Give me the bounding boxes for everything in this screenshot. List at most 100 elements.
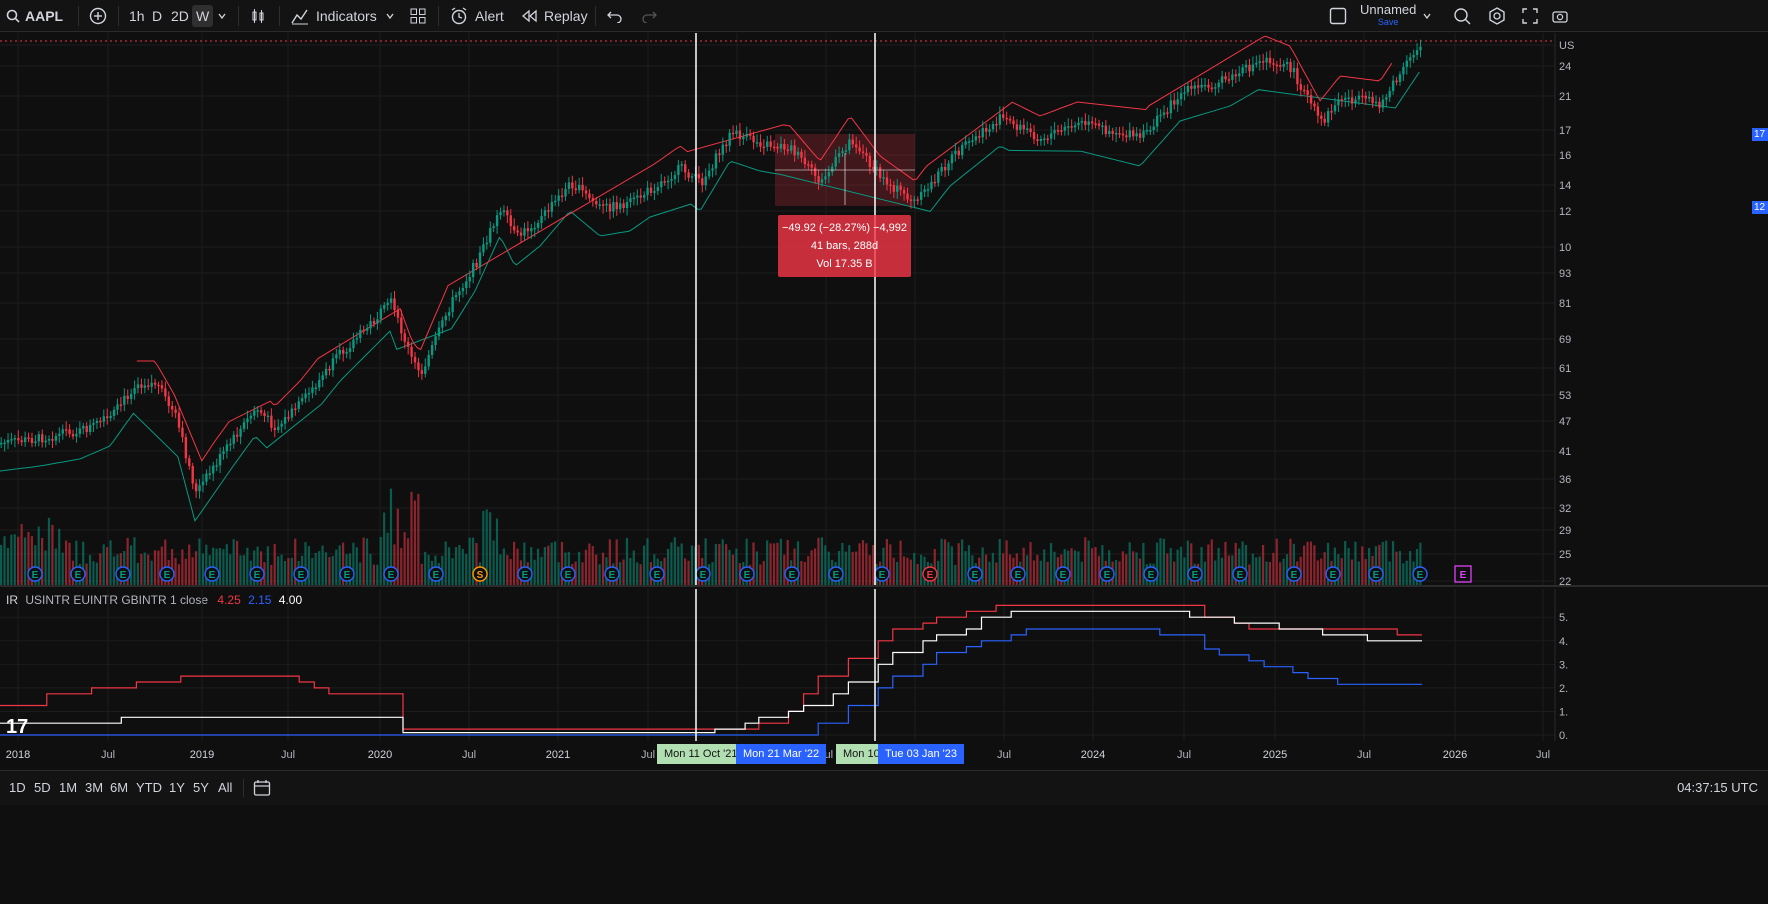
earnings-marker[interactable] [249, 566, 265, 582]
snapshot-button[interactable] [1552, 0, 1568, 32]
price-chart[interactable]: E E E E E E E E E E S E E E E E E E E E E E E E E E E E E E E E E US 24 21… [0, 33, 1768, 585]
earnings-marker[interactable] [649, 566, 665, 582]
candle-body [1261, 61, 1265, 63]
symbol-search[interactable]: AAPL [6, 0, 63, 32]
earnings-marker[interactable] [1187, 566, 1203, 582]
earnings-marker[interactable] [204, 566, 220, 582]
candle-body [1227, 79, 1231, 81]
earnings-marker[interactable] [1055, 566, 1071, 582]
candle-body [1097, 123, 1101, 126]
compare-symbol-button[interactable] [89, 0, 107, 32]
settings-button[interactable] [1488, 0, 1506, 32]
earnings-marker[interactable] [922, 566, 938, 582]
range-button-1d[interactable]: 1D [9, 780, 26, 795]
earnings-marker[interactable] [1143, 566, 1159, 582]
earnings-marker[interactable] [339, 566, 355, 582]
earnings-marker[interactable] [383, 566, 399, 582]
split-marker[interactable] [472, 566, 488, 582]
candle-body [978, 136, 981, 138]
earnings-marker[interactable] [1368, 566, 1384, 582]
volume-bar [506, 555, 509, 585]
interval-1h[interactable]: 1h [129, 0, 145, 32]
layout-button[interactable] [410, 0, 426, 32]
volume-bar [1224, 541, 1227, 585]
chart-type-button[interactable] [250, 0, 266, 32]
range-button-3m[interactable]: 3M [85, 780, 104, 795]
candle-body [817, 176, 820, 183]
earnings-marker[interactable] [115, 566, 131, 582]
volume-bar [868, 555, 871, 585]
interval-dropdown[interactable] [217, 0, 227, 32]
range-button-all[interactable]: All [218, 780, 233, 795]
range-button-5d[interactable]: 5D [34, 780, 51, 795]
interval-2d[interactable]: 2D [171, 0, 189, 32]
volume-bar [543, 547, 546, 585]
candle-body [263, 412, 266, 416]
quick-search-button[interactable] [1453, 0, 1471, 32]
clock[interactable]: 04:37:15 UTC [1677, 780, 1758, 795]
alert-button[interactable]: Alert [450, 0, 504, 32]
undo-button[interactable] [607, 0, 623, 32]
earnings-marker[interactable] [1099, 566, 1115, 582]
candle-body [1159, 114, 1162, 117]
range-button-ytd[interactable]: YTD [136, 780, 162, 795]
earnings-marker[interactable] [1232, 566, 1248, 582]
earnings-marker[interactable] [1412, 566, 1428, 582]
range-button-6m[interactable]: 6M [110, 780, 129, 795]
range-button-5y[interactable]: 5Y [193, 780, 209, 795]
indicators-button[interactable]: Indicators [291, 0, 377, 32]
candle-body [1152, 126, 1155, 131]
layout-dropdown[interactable] [1422, 0, 1432, 32]
interval-w[interactable]: W [192, 0, 214, 32]
earnings-marker[interactable] [1010, 566, 1026, 582]
candle-body [1049, 133, 1053, 139]
earnings-marker[interactable] [560, 566, 576, 582]
earnings-marker[interactable] [1325, 566, 1341, 582]
volume-bar [636, 562, 639, 585]
grid-icon [410, 8, 426, 24]
layout-name[interactable]: Unnamed Save [1360, 0, 1416, 32]
price-axis-label: 14 [1559, 180, 1571, 192]
upcoming-earnings-marker[interactable] [1454, 565, 1472, 583]
redo-button[interactable] [641, 0, 657, 32]
candle-body [492, 226, 495, 229]
earnings-marker[interactable] [159, 566, 175, 582]
range-button-1m[interactable]: 1M [59, 780, 78, 795]
volume-bar [1114, 560, 1118, 585]
earnings-marker[interactable] [428, 566, 444, 582]
time-axis[interactable]: 2018 Jul 2019 Jul 2020 Jul 2021 Jul Jul Jul 2024 Ju… [0, 742, 1768, 768]
volume-bar [1378, 544, 1381, 585]
volume-bar [379, 537, 382, 585]
earnings-marker[interactable] [828, 566, 844, 582]
earnings-marker[interactable] [517, 566, 533, 582]
save-link[interactable]: Save [1377, 17, 1399, 27]
volume-bar [393, 544, 396, 585]
volume-bar [471, 537, 475, 585]
event-marker-letter: E [1060, 570, 1067, 581]
go-to-date-button[interactable] [253, 779, 271, 797]
indicator-templates-dropdown[interactable] [385, 0, 395, 32]
interest-rate-chart[interactable]: 5. 4. 3. 2. 1. 0. 17 [0, 589, 1768, 741]
pane-separator[interactable] [0, 585, 1768, 587]
earnings-marker[interactable] [27, 566, 43, 582]
interval-d[interactable]: D [152, 0, 162, 32]
volume-bar [376, 564, 379, 585]
fullscreen-button[interactable] [1522, 0, 1538, 32]
earnings-marker[interactable] [293, 566, 309, 582]
candle-body [1279, 65, 1282, 67]
layout-select-checkbox[interactable] [1329, 0, 1347, 32]
earnings-marker[interactable] [604, 566, 620, 582]
indicator-legend[interactable]: IR USINTR EUINTR GBINTR 1 close 4.25 2.1… [6, 593, 302, 607]
candle-body [85, 425, 88, 433]
replay-button[interactable]: Replay [521, 0, 588, 32]
earnings-marker[interactable] [967, 566, 983, 582]
candle-body [844, 150, 848, 152]
candle-body [365, 328, 369, 331]
earnings-marker[interactable] [739, 566, 755, 582]
earnings-marker[interactable] [70, 566, 86, 582]
earnings-marker[interactable] [1286, 566, 1302, 582]
volume-bar [1289, 538, 1292, 585]
range-button-1y[interactable]: 1Y [169, 780, 185, 795]
earnings-marker[interactable] [784, 566, 800, 582]
event-marker-letter: E [1104, 570, 1111, 581]
